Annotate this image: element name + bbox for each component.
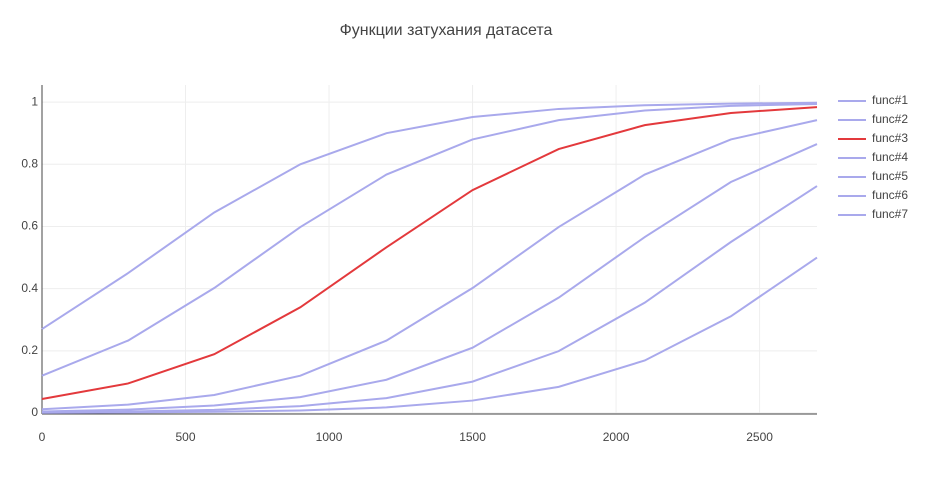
y-tick-label: 0.8 [21,156,38,170]
x-tick-label: 0 [39,430,46,444]
line [41,185,818,414]
legend-label: func#4 [872,150,908,164]
x-tick-label: 1000 [316,430,343,444]
line [41,101,818,330]
y-tick-label: 0.6 [21,219,38,233]
line [41,102,818,377]
x-tick-label: 500 [176,430,196,444]
legend-label: func#5 [872,169,908,183]
y-tick-label: 0.2 [21,343,38,357]
line [41,106,818,400]
legend-label: func#1 [872,93,908,107]
x-tick-label: 1500 [459,430,486,444]
legend-label: func#3 [872,131,908,145]
x-tick-label: 2000 [603,430,630,444]
x-tick-label: 2500 [746,430,773,444]
legend-label: func#2 [872,112,908,126]
line [41,256,818,414]
y-tick-label: 1 [31,94,38,108]
line [41,119,818,411]
legend-label: func#6 [872,188,908,202]
line [41,143,818,413]
legend-label: func#7 [872,207,908,221]
y-tick-label: 0 [31,405,38,419]
chart-title: Функции затухания датасета [340,22,553,39]
y-tick-label: 0.4 [21,281,38,295]
